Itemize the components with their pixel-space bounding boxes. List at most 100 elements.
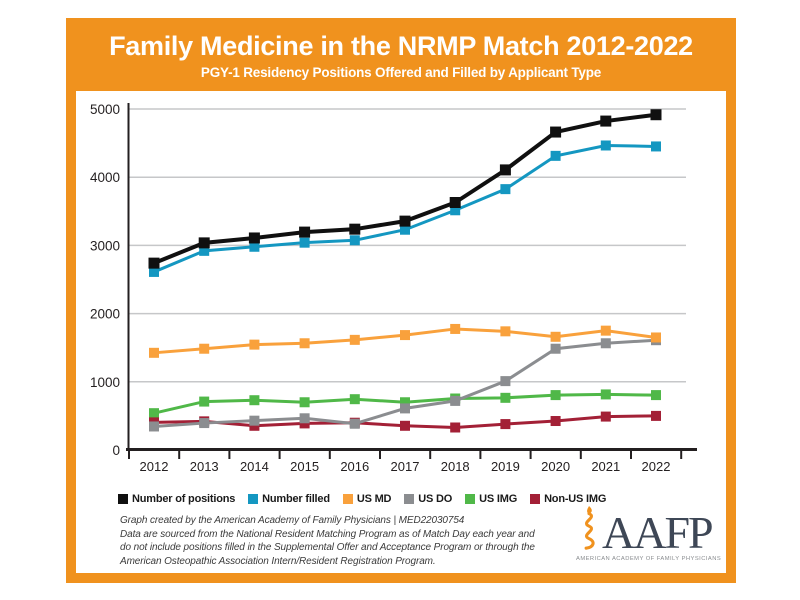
- x-tick-label: 2013: [190, 459, 219, 474]
- legend-swatch-us-md: [342, 494, 353, 504]
- legend-swatch-number-filled: [248, 494, 259, 504]
- data-point-number-of-positions-2021: [600, 115, 612, 127]
- data-point-number-of-positions-2020: [550, 126, 562, 138]
- chart-panel: 0 1000 2000 3000 4000 5000 2012 2013 2014 2015 201…: [76, 91, 726, 573]
- data-point-us-md-2020: [550, 331, 561, 342]
- data-point-us-md-2016: [349, 334, 360, 345]
- data-point-us-md-2021: [600, 325, 611, 336]
- data-point-number-filled-2015: [299, 237, 310, 248]
- x-tick-label: 2021: [591, 459, 620, 474]
- chart-title: Family Medicine in the NRMP Match 2012-2…: [109, 31, 693, 61]
- legend-item-us-do: US DO: [404, 493, 452, 505]
- series-line-number-filled: [153, 143, 657, 274]
- data-point-us-do-2019: [500, 376, 511, 387]
- data-point-us-md-2014: [249, 339, 260, 350]
- x-tick-label: 2014: [240, 459, 269, 474]
- aafp-tagline: AMERICAN ACADEMY OF FAMILY PHYSICIANS: [576, 556, 722, 562]
- x-tick-label: 2020: [541, 459, 570, 474]
- data-point-number-of-positions-2016: [349, 223, 361, 235]
- legend-label: US IMG: [479, 493, 518, 505]
- y-tick-label: 0: [112, 443, 120, 458]
- x-tick-label: 2015: [290, 459, 319, 474]
- x-tick-label: 2012: [140, 459, 169, 474]
- legend-swatch-us-do: [404, 494, 415, 504]
- legend-label: Number of positions: [132, 493, 236, 505]
- data-point-number-filled-2022: [651, 141, 661, 152]
- legend-item-us-img: US IMG: [465, 493, 517, 505]
- series-line-number-of-positions: [153, 112, 657, 265]
- aafp-logo: AAFP AMERICAN ACADEMY OF FAMILY PHYSICIA…: [576, 505, 741, 562]
- data-point-us-img-2017: [400, 397, 410, 408]
- data-point-number-of-positions-2015: [299, 226, 311, 238]
- legend-label: US DO: [418, 493, 453, 505]
- data-point-non-us-img-2014: [249, 420, 260, 431]
- data-point-number-filled-2012: [149, 266, 159, 277]
- legend-item-number-of-positions: Number of positions: [118, 493, 235, 505]
- chart-subtitle: PGY-1 Residency Positions Offered and Fi…: [200, 65, 602, 80]
- y-tick-label: 3000: [90, 238, 120, 253]
- data-point-number-filled-2014: [249, 241, 260, 252]
- data-point-number-of-positions-2013: [198, 237, 210, 249]
- data-point-number-filled-2013: [199, 245, 210, 256]
- data-point-us-img-2020: [550, 390, 561, 401]
- data-point-non-us-img-2021: [600, 411, 611, 422]
- data-point-us-img-2014: [249, 395, 260, 406]
- x-tick-label: 2017: [391, 459, 420, 474]
- legend-swatch-us-img: [465, 494, 476, 504]
- data-point-us-md-2012: [149, 347, 159, 358]
- data-point-number-of-positions-2017: [399, 215, 411, 227]
- data-point-us-md-2017: [400, 330, 410, 341]
- data-point-us-img-2021: [600, 389, 611, 400]
- data-point-us-img-2012: [149, 408, 159, 419]
- data-point-us-do-2016: [349, 418, 360, 429]
- data-point-non-us-img-2018: [450, 422, 461, 433]
- legend-item-non-us-img: Non-US IMG: [530, 493, 606, 505]
- x-tick-label: 2022: [642, 459, 671, 474]
- data-point-number-filled-2017: [400, 224, 410, 235]
- data-point-number-filled-2018: [450, 205, 461, 216]
- data-point-non-us-img-2015: [299, 418, 310, 429]
- data-point-us-img-2013: [199, 396, 210, 407]
- legend-label: US MD: [356, 493, 392, 505]
- data-point-number-of-positions-2018: [449, 197, 461, 209]
- series-line-us-do: [153, 338, 657, 428]
- data-point-us-img-2015: [299, 397, 310, 408]
- data-point-non-us-img-2020: [550, 416, 561, 427]
- data-point-us-do-2014: [249, 415, 260, 426]
- data-point-us-md-2018: [450, 323, 461, 334]
- header: Family Medicine in the NRMP Match 2012-2…: [66, 18, 736, 91]
- data-point-number-filled-2020: [550, 150, 561, 161]
- footnote-line: Graph created by the American Academy of…: [120, 515, 465, 526]
- data-point-us-do-2017: [400, 403, 410, 414]
- data-point-us-md-2022: [651, 332, 661, 343]
- x-tick-label: 2016: [340, 459, 369, 474]
- aafp-caduceus-icon: [584, 505, 595, 550]
- data-point-number-filled-2021: [600, 140, 611, 151]
- legend-swatch-non-us-img: [530, 494, 541, 504]
- data-point-us-do-2013: [199, 418, 210, 429]
- footnote-line: American Osteopathic Association Intern/…: [120, 555, 436, 567]
- footnote-line: Data are sourced from the National Resid…: [120, 528, 535, 540]
- data-point-us-do-2021: [600, 338, 611, 349]
- data-point-us-md-2019: [500, 326, 511, 337]
- data-point-non-us-img-2022: [651, 410, 661, 421]
- data-point-non-us-img-2017: [400, 420, 410, 431]
- data-point-non-us-img-2019: [500, 419, 511, 430]
- footnote-line: do not include positions filled in the S…: [120, 542, 535, 553]
- legend-item-number-filled: Number filled: [248, 493, 330, 505]
- infographic-card: Family Medicine in the NRMP Match 2012-2…: [66, 18, 736, 583]
- data-point-us-do-2015: [299, 413, 310, 424]
- legend: Number of positions Number filled US MD …: [118, 493, 606, 505]
- data-point-number-of-positions-2019: [499, 164, 511, 176]
- aafp-logo-row: AAFP: [576, 505, 741, 556]
- data-point-number-filled-2019: [500, 184, 511, 195]
- footnote: Graph created by the American Academy of…: [120, 514, 535, 568]
- y-tick-label: 5000: [90, 102, 120, 117]
- data-point-number-of-positions-2012: [148, 257, 160, 269]
- line-chart: 0 1000 2000 3000 4000 5000 2012 2013 2014 2015 201…: [90, 102, 697, 474]
- legend-label: Number filled: [262, 493, 330, 505]
- y-tick-label: 2000: [90, 307, 120, 322]
- y-tick-label: 4000: [90, 170, 120, 185]
- data-point-us-md-2013: [199, 343, 210, 354]
- legend-item-us-md: US MD: [342, 493, 392, 505]
